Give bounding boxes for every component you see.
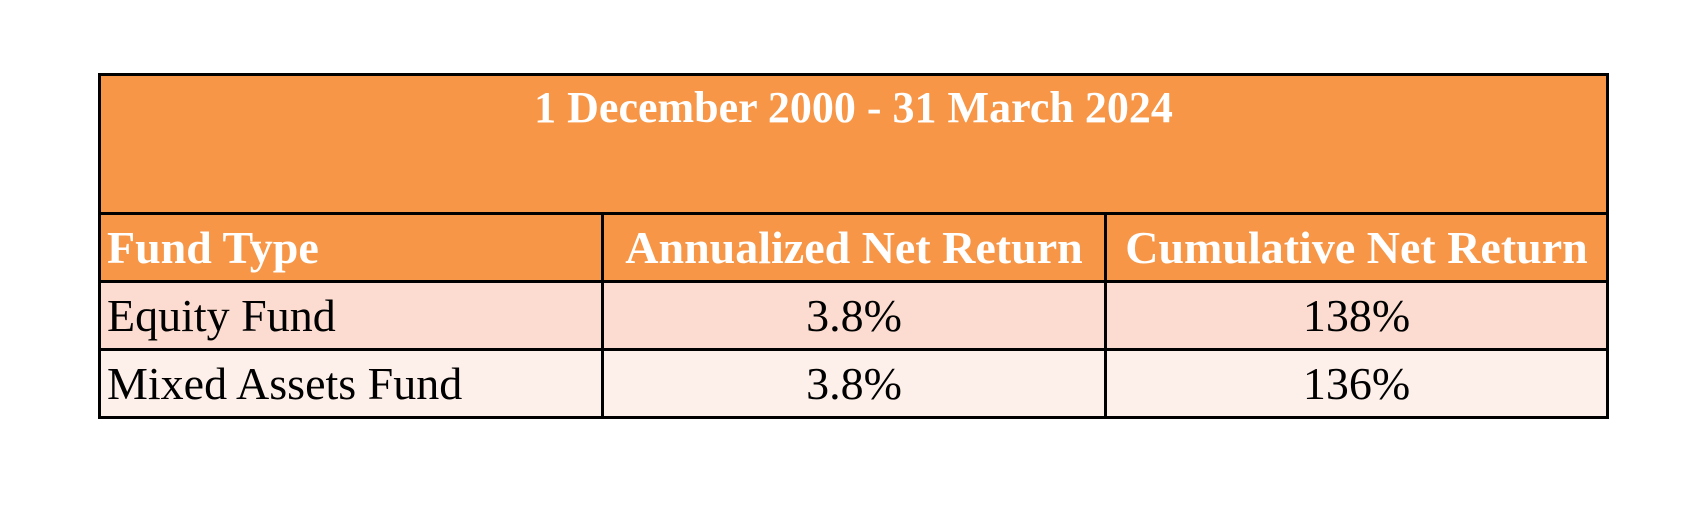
cell: 3.8% <box>601 348 1107 419</box>
cell: Equity Fund <box>98 280 604 351</box>
header-cell: Annualized Net Return <box>601 212 1107 283</box>
cell: 3.8% <box>601 280 1107 351</box>
returns-table: 1 December 2000 - 31 March 2024 Fund Typ… <box>98 73 1609 419</box>
cell: 138% <box>1104 280 1609 351</box>
cell: 136% <box>1104 348 1609 419</box>
cell: Mixed Assets Fund <box>98 348 604 419</box>
table-title: 1 December 2000 - 31 March 2024 <box>98 73 1609 215</box>
header-cell: Fund Type <box>98 212 604 283</box>
header-cell: Cumulative Net Return <box>1104 212 1609 283</box>
